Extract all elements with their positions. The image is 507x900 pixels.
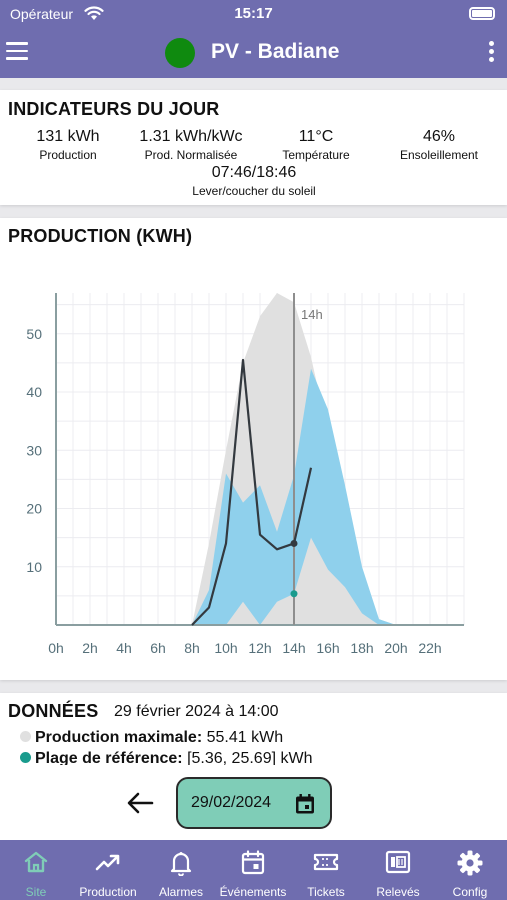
y-tick-label: 40 — [26, 384, 42, 400]
nav-label: Événements — [219, 885, 287, 899]
production-point — [290, 539, 298, 547]
indicator-label: Production — [39, 148, 97, 162]
page-title: PV - Badiane — [211, 40, 340, 63]
reference-min-point — [290, 590, 298, 598]
cursor-label: 14h — [301, 307, 323, 322]
trend-icon — [95, 854, 120, 871]
indicators-card: INDICATEURS DU JOUR 131 kWh Production 1… — [0, 90, 507, 205]
x-tick-label: 18h — [350, 640, 373, 656]
indicator-value: 07:46/18:46 — [211, 164, 297, 181]
y-tick-label: 20 — [26, 501, 42, 517]
gear-icon — [457, 850, 483, 876]
indicator-value: 131 kWh — [36, 128, 100, 145]
nav-label: Relevés — [376, 885, 420, 899]
indicator-production: 131 kWh Production — [18, 128, 118, 162]
home-icon — [24, 851, 48, 873]
more-options-icon[interactable] — [489, 41, 495, 65]
legend-dot-teal — [20, 752, 31, 763]
indicator-label: Température — [282, 148, 350, 162]
max-production-value: 55.41 kWh — [206, 729, 284, 746]
reference-range-label: Plage de référence: — [35, 750, 183, 765]
x-tick-label: 8h — [184, 640, 200, 656]
y-tick-label: 30 — [26, 442, 42, 458]
nav-label: Site — [25, 885, 47, 899]
production-title: PRODUCTION (KWH) — [8, 226, 193, 246]
selected-date: 29/02/2024 — [191, 794, 272, 811]
nav-config[interactable]: Config — [434, 840, 506, 900]
menu-icon[interactable] — [6, 42, 28, 60]
max-production-row: Production maximale: 55.41 kWh — [20, 729, 283, 747]
nav-tickets[interactable]: Tickets — [290, 840, 362, 900]
x-tick-label: 16h — [316, 640, 339, 656]
wifi-icon — [84, 6, 104, 20]
nav-label: Production — [79, 885, 137, 899]
nav-label: Tickets — [307, 885, 345, 899]
date-picker-button[interactable]: 29/02/2024 — [176, 777, 332, 829]
meter-icon — [385, 850, 411, 874]
indicators-title: INDICATEURS DU JOUR — [8, 99, 220, 119]
carrier-label: Opérateur — [10, 6, 74, 22]
x-tick-label: 12h — [248, 640, 271, 656]
indicator-value: 1.31 kWh/kWc — [139, 128, 243, 145]
indicator-temperature: 11°C Température — [264, 128, 368, 162]
site-status-indicator — [165, 38, 195, 68]
nav-alarms[interactable]: Alarmes — [145, 840, 217, 900]
ticket-icon — [313, 853, 339, 871]
indicator-sunrise-sunset: 07:46/18:46 Lever/coucher du soleil — [164, 164, 344, 198]
date-selector-bar: 29/02/2024 — [0, 765, 507, 840]
calendar-icon — [296, 794, 314, 814]
x-tick-label: 4h — [116, 640, 132, 656]
bell-icon — [170, 852, 192, 876]
indicator-value: 46% — [422, 128, 456, 145]
y-tick-label: 10 — [26, 559, 42, 575]
data-timestamp: 29 février 2024 à 14:00 — [114, 703, 279, 720]
production-chart[interactable]: 14h 10 20 30 40 50 0h 2h 4h 6h 8h 10h 12h 14h 16h 18h 20… — [0, 218, 507, 680]
indicator-sunshine: 46% Ensoleillement — [384, 128, 494, 162]
reference-range-row: Plage de référence: [5.36, 25.69] kWh — [20, 750, 312, 765]
indicator-label: Prod. Normalisée — [144, 148, 238, 162]
x-tick-label: 0h — [48, 640, 64, 656]
indicator-label: Lever/coucher du soleil — [192, 184, 316, 198]
indicator-value: 11°C — [298, 128, 334, 145]
nav-readings[interactable]: Relevés — [362, 840, 434, 900]
data-title: DONNÉES — [8, 701, 99, 721]
x-tick-label: 6h — [150, 640, 166, 656]
indicator-label: Ensoleillement — [399, 148, 479, 162]
nav-production[interactable]: Production — [72, 840, 144, 900]
x-tick-label: 10h — [214, 640, 237, 656]
data-card: DONNÉES 29 février 2024 à 14:00 Producti… — [0, 693, 507, 765]
x-tick-label: 22h — [418, 640, 441, 656]
production-card: PRODUCTION (KWH) 14h 10 20 30 40 50 0h 2h 4h 6h 8h… — [0, 218, 507, 680]
indicator-normalized-production: 1.31 kWh/kWc Prod. Normalisée — [126, 128, 256, 162]
calendar-icon — [241, 850, 265, 875]
x-tick-label: 20h — [384, 640, 407, 656]
app-bar: PV - Badiane — [0, 28, 507, 78]
nav-label: Config — [452, 885, 488, 899]
battery-icon — [469, 7, 495, 20]
clock: 15:17 — [234, 5, 273, 22]
nav-events[interactable]: Événements — [217, 840, 289, 900]
x-tick-label: 14h — [282, 640, 305, 656]
max-production-label: Production maximale: — [35, 729, 203, 746]
nav-site[interactable]: Site — [0, 840, 72, 900]
x-tick-label: 2h — [82, 640, 98, 656]
reference-range-value: [5.36, 25.69] kWh — [187, 750, 313, 765]
nav-label: Alarmes — [158, 885, 203, 899]
y-tick-label: 50 — [26, 326, 42, 342]
back-arrow-icon[interactable] — [125, 789, 155, 817]
bottom-nav: Site Production Alarmes Événements Ticke… — [0, 840, 507, 900]
status-bar: Opérateur 15:17 — [0, 0, 507, 28]
legend-dot-grey — [20, 731, 31, 742]
